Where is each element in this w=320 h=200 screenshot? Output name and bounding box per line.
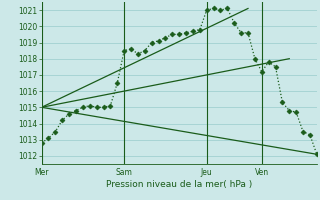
- X-axis label: Pression niveau de la mer( hPa ): Pression niveau de la mer( hPa ): [106, 180, 252, 189]
